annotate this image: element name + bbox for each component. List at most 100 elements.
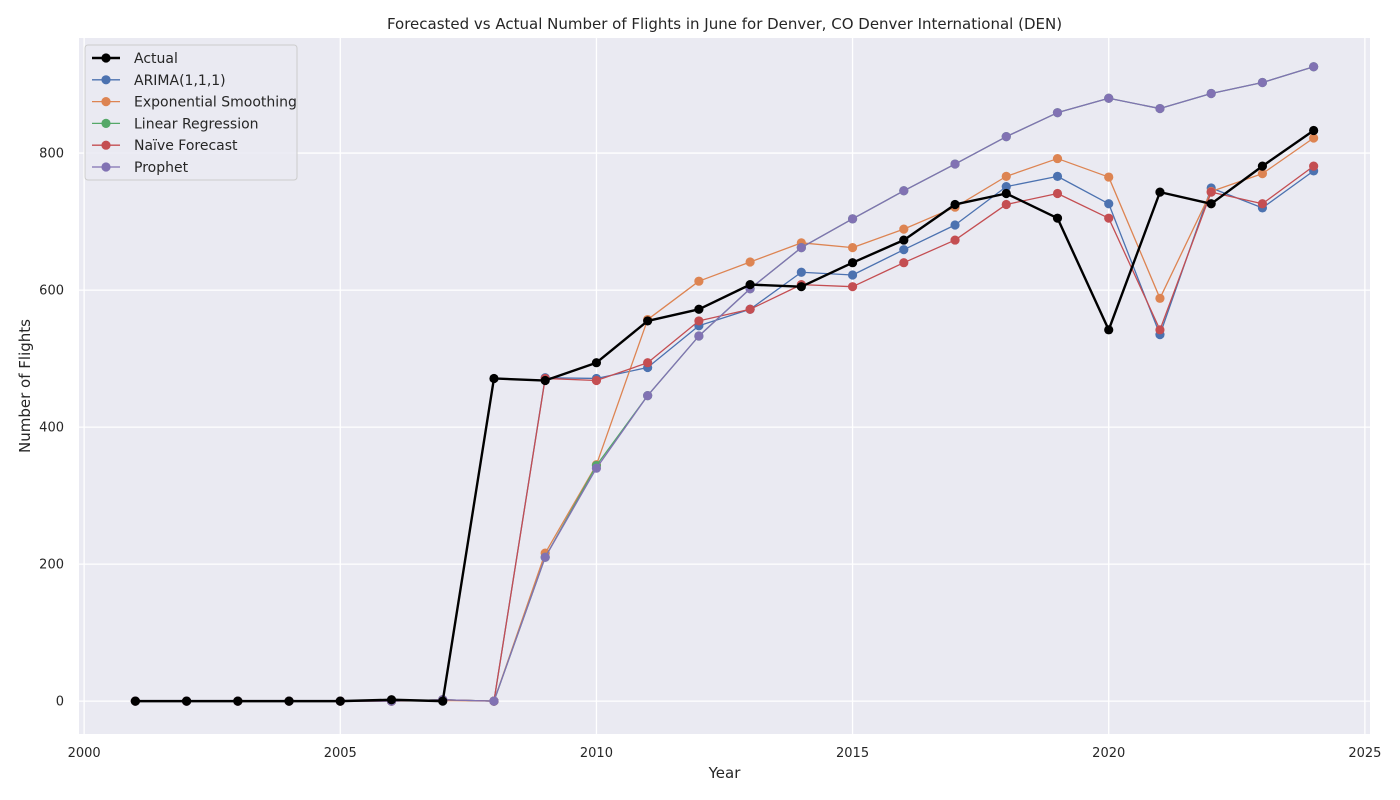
data-point-na-ve-forecast bbox=[1052, 188, 1063, 199]
data-point-actual bbox=[489, 373, 499, 384]
data-point-actual bbox=[181, 696, 192, 706]
data-point-actual bbox=[591, 358, 602, 368]
legend-item-linear-regression: Linear Regression bbox=[92, 116, 259, 132]
series-line-actual bbox=[135, 129, 1315, 703]
data-point-prophet bbox=[489, 696, 499, 706]
y-tick-label: 800 bbox=[39, 147, 64, 162]
data-point-prophet bbox=[694, 331, 704, 341]
data-point-actual bbox=[899, 235, 909, 245]
legend-label: Naïve Forecast bbox=[134, 138, 238, 154]
data-point-na-ve-forecast bbox=[847, 282, 858, 292]
data-point-na-ve-forecast bbox=[1104, 213, 1114, 223]
legend-marker bbox=[101, 97, 111, 107]
legend-marker bbox=[101, 118, 111, 128]
data-point-exponential-smoothing bbox=[899, 224, 909, 234]
data-point-na-ve-forecast bbox=[899, 258, 909, 268]
data-point-actual bbox=[950, 199, 960, 210]
data-point-actual bbox=[335, 696, 345, 706]
legend-item-prophet: Prophet bbox=[92, 160, 189, 176]
data-point-prophet bbox=[899, 186, 909, 196]
data-point-exponential-smoothing bbox=[1104, 172, 1114, 182]
y-tick-label: 200 bbox=[39, 558, 64, 573]
x-tick-label: 2020 bbox=[1092, 746, 1125, 761]
series-layer bbox=[130, 62, 1319, 706]
legend-label: Linear Regression bbox=[134, 116, 259, 132]
legend-item-actual: Actual bbox=[92, 51, 178, 67]
data-point-arima-1-1-1 bbox=[1001, 182, 1011, 192]
data-point-prophet bbox=[1257, 77, 1268, 88]
data-point-actual bbox=[1052, 213, 1063, 223]
data-point-na-ve-forecast bbox=[1257, 199, 1268, 209]
data-point-prophet bbox=[1001, 132, 1011, 142]
data-point-arima-1-1-1 bbox=[847, 270, 858, 280]
legend-label: Actual bbox=[134, 51, 178, 67]
x-tick-label: 2015 bbox=[836, 746, 869, 761]
legend-marker bbox=[101, 53, 111, 63]
data-point-arima-1-1-1 bbox=[1104, 199, 1114, 209]
data-point-exponential-smoothing bbox=[847, 243, 858, 253]
data-point-arima-1-1-1 bbox=[899, 245, 909, 255]
data-point-prophet bbox=[1206, 88, 1216, 99]
data-point-na-ve-forecast bbox=[643, 358, 653, 368]
data-point-arima-1-1-1 bbox=[796, 267, 806, 277]
data-point-exponential-smoothing bbox=[1257, 169, 1268, 179]
x-tick-label: 2010 bbox=[580, 746, 613, 761]
data-point-actual bbox=[643, 316, 653, 326]
legend-box bbox=[84, 44, 298, 181]
legend-label: Exponential Smoothing bbox=[134, 95, 297, 111]
x-tick-label: 2000 bbox=[68, 746, 101, 761]
data-point-actual bbox=[438, 696, 448, 706]
data-point-na-ve-forecast bbox=[745, 304, 755, 314]
data-point-na-ve-forecast bbox=[1155, 325, 1165, 335]
data-point-prophet bbox=[591, 463, 602, 473]
series-actual bbox=[130, 125, 1319, 706]
data-point-na-ve-forecast bbox=[1309, 161, 1319, 171]
data-point-actual bbox=[745, 280, 755, 290]
data-point-actual bbox=[796, 282, 806, 292]
data-point-actual bbox=[284, 696, 294, 706]
legend-marker bbox=[101, 140, 111, 150]
x-axis-label: Year bbox=[708, 764, 742, 782]
data-point-na-ve-forecast bbox=[1206, 187, 1216, 197]
y-axis-label: Number of Flights bbox=[16, 319, 34, 453]
data-point-actual bbox=[1155, 187, 1165, 197]
data-point-prophet bbox=[1104, 93, 1114, 103]
data-point-prophet bbox=[847, 214, 858, 224]
x-tick-label: 2025 bbox=[1348, 746, 1381, 761]
grid bbox=[79, 38, 1370, 734]
data-point-exponential-smoothing bbox=[694, 276, 704, 286]
data-point-arima-1-1-1 bbox=[1052, 171, 1063, 181]
y-tick-label: 600 bbox=[39, 284, 64, 299]
data-point-na-ve-forecast bbox=[1001, 199, 1011, 210]
data-point-prophet bbox=[1052, 108, 1063, 118]
data-point-actual bbox=[386, 695, 397, 705]
data-point-na-ve-forecast bbox=[950, 235, 960, 245]
data-point-na-ve-forecast bbox=[591, 375, 602, 386]
legend-item-exponential-smoothing: Exponential Smoothing bbox=[92, 95, 297, 111]
legend-item-arima-1-1-1: ARIMA(1,1,1) bbox=[92, 73, 226, 89]
data-point-prophet bbox=[1155, 103, 1165, 114]
data-point-exponential-smoothing bbox=[1052, 153, 1063, 164]
data-point-actual bbox=[1206, 199, 1216, 209]
y-tick-label: 400 bbox=[39, 421, 64, 436]
data-point-actual bbox=[694, 304, 704, 314]
data-point-actual bbox=[1309, 125, 1319, 136]
data-point-exponential-smoothing bbox=[745, 257, 755, 267]
data-point-actual bbox=[540, 375, 550, 386]
data-point-prophet bbox=[796, 243, 806, 253]
legend-item-na-ve-forecast: Naïve Forecast bbox=[92, 138, 238, 154]
legend-marker bbox=[101, 162, 111, 172]
tick-labels: 2000 2005 2010 2015 2020 2025 0 200 400 600 800 bbox=[39, 147, 1381, 761]
data-point-actual bbox=[1257, 161, 1268, 171]
data-point-na-ve-forecast bbox=[694, 316, 704, 326]
data-point-actual bbox=[233, 696, 243, 706]
data-point-arima-1-1-1 bbox=[950, 220, 960, 230]
data-point-prophet bbox=[1309, 62, 1319, 72]
data-point-actual bbox=[1001, 188, 1011, 199]
data-point-prophet bbox=[643, 390, 653, 401]
legend-marker bbox=[101, 75, 111, 85]
data-point-actual bbox=[847, 258, 858, 268]
data-point-exponential-smoothing bbox=[1001, 171, 1011, 181]
legend-label: ARIMA(1,1,1) bbox=[134, 73, 226, 89]
